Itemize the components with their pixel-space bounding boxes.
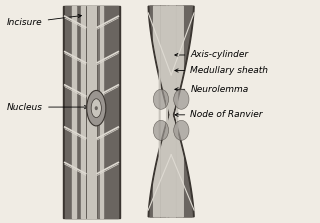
Polygon shape	[148, 6, 194, 217]
Ellipse shape	[87, 91, 106, 126]
Ellipse shape	[174, 89, 189, 109]
Text: Neurolemma: Neurolemma	[175, 85, 249, 94]
Polygon shape	[170, 6, 176, 217]
Polygon shape	[166, 6, 176, 217]
Ellipse shape	[153, 120, 169, 140]
Polygon shape	[150, 6, 192, 217]
Text: Axis-cylinder: Axis-cylinder	[175, 50, 248, 60]
Polygon shape	[72, 6, 76, 218]
Polygon shape	[63, 6, 120, 218]
Text: Nucleus: Nucleus	[7, 103, 88, 112]
Polygon shape	[65, 6, 118, 218]
Polygon shape	[81, 6, 86, 218]
Text: Node of Ranvier: Node of Ranvier	[175, 110, 263, 119]
Polygon shape	[100, 6, 103, 218]
Ellipse shape	[174, 120, 189, 140]
Text: Medullary sheath: Medullary sheath	[175, 66, 268, 75]
Polygon shape	[161, 6, 167, 217]
Polygon shape	[177, 6, 183, 217]
Polygon shape	[86, 6, 97, 218]
Text: Incisure: Incisure	[7, 14, 82, 27]
Ellipse shape	[95, 106, 98, 110]
Polygon shape	[91, 6, 95, 218]
Ellipse shape	[91, 99, 101, 118]
Polygon shape	[154, 6, 160, 217]
Ellipse shape	[153, 89, 169, 109]
